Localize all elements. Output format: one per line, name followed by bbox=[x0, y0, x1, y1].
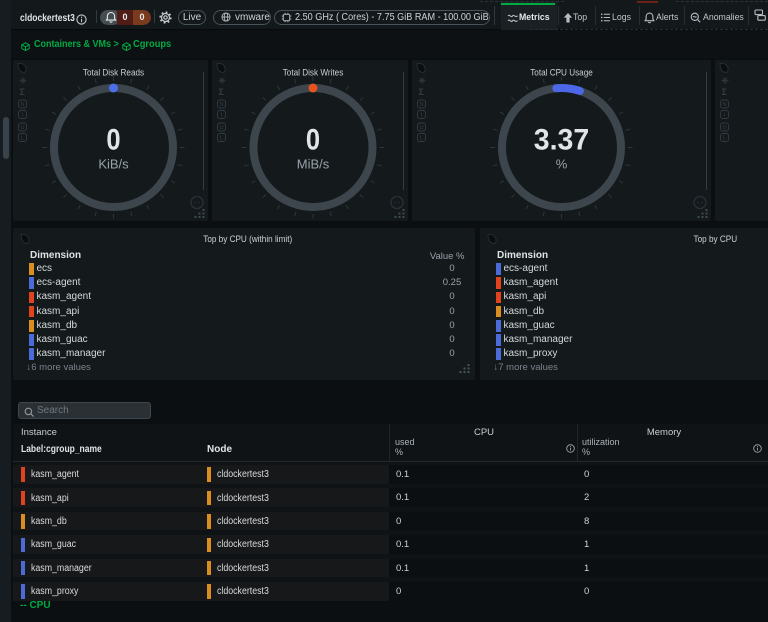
svg-text:Σ: Σ bbox=[219, 87, 225, 97]
svg-text:I: I bbox=[724, 113, 726, 119]
svg-text:U: U bbox=[219, 125, 223, 131]
svg-text:U: U bbox=[419, 125, 423, 131]
svg-text:Total Disk Reads: Total Disk Reads bbox=[83, 67, 145, 78]
svg-text:I: I bbox=[421, 113, 423, 119]
svg-text:L: L bbox=[220, 136, 224, 142]
svg-text:Σ: Σ bbox=[722, 87, 728, 97]
svg-text:I: I bbox=[221, 113, 223, 119]
svg-text:L: L bbox=[21, 136, 25, 142]
svg-text:Σ: Σ bbox=[20, 87, 26, 97]
svg-text:Total Disk Writes: Total Disk Writes bbox=[283, 67, 344, 78]
svg-text:0: 0 bbox=[106, 123, 120, 156]
svg-text:Σ: Σ bbox=[419, 87, 425, 97]
svg-text:I: I bbox=[22, 113, 24, 119]
svg-text:N: N bbox=[20, 102, 24, 108]
svg-text:N: N bbox=[219, 102, 223, 108]
svg-text:N: N bbox=[722, 102, 726, 108]
svg-text:L: L bbox=[420, 136, 424, 142]
svg-text:MiB/s: MiB/s bbox=[297, 157, 330, 172]
svg-text:Total CPU Usage: Total CPU Usage bbox=[530, 67, 593, 78]
svg-text:KiB/s: KiB/s bbox=[98, 157, 129, 172]
svg-text:U: U bbox=[722, 125, 726, 131]
svg-text:L: L bbox=[723, 136, 727, 142]
svg-text:%: % bbox=[556, 157, 568, 172]
svg-text:3.37: 3.37 bbox=[534, 124, 589, 157]
svg-text:U: U bbox=[20, 125, 24, 131]
svg-text:0: 0 bbox=[306, 123, 320, 156]
svg-text:N: N bbox=[419, 102, 423, 108]
